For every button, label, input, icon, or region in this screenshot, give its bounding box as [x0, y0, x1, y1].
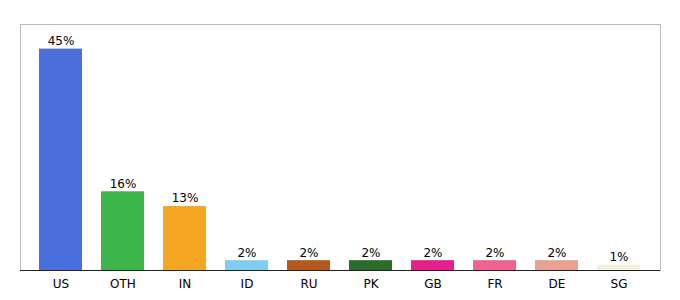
svg-text:2%: 2%	[237, 246, 256, 260]
svg-text:1%: 1%	[609, 250, 628, 264]
svg-text:RU: RU	[300, 277, 317, 291]
svg-text:2%: 2%	[423, 246, 442, 260]
svg-text:US: US	[53, 277, 69, 291]
svg-text:2%: 2%	[361, 246, 380, 260]
svg-text:PK: PK	[363, 277, 379, 291]
svg-text:DE: DE	[549, 277, 566, 291]
svg-text:2%: 2%	[547, 246, 566, 260]
svg-text:GB: GB	[424, 277, 442, 291]
svg-text:SG: SG	[611, 277, 628, 291]
svg-text:45%: 45%	[48, 34, 75, 48]
svg-text:13%: 13%	[172, 191, 199, 205]
svg-text:ID: ID	[241, 277, 254, 291]
svg-text:OTH: OTH	[110, 277, 136, 291]
svg-text:2%: 2%	[485, 246, 504, 260]
svg-text:16%: 16%	[110, 177, 137, 191]
svg-text:FR: FR	[487, 277, 502, 291]
svg-text:IN: IN	[179, 277, 192, 291]
svg-text:2%: 2%	[299, 246, 318, 260]
